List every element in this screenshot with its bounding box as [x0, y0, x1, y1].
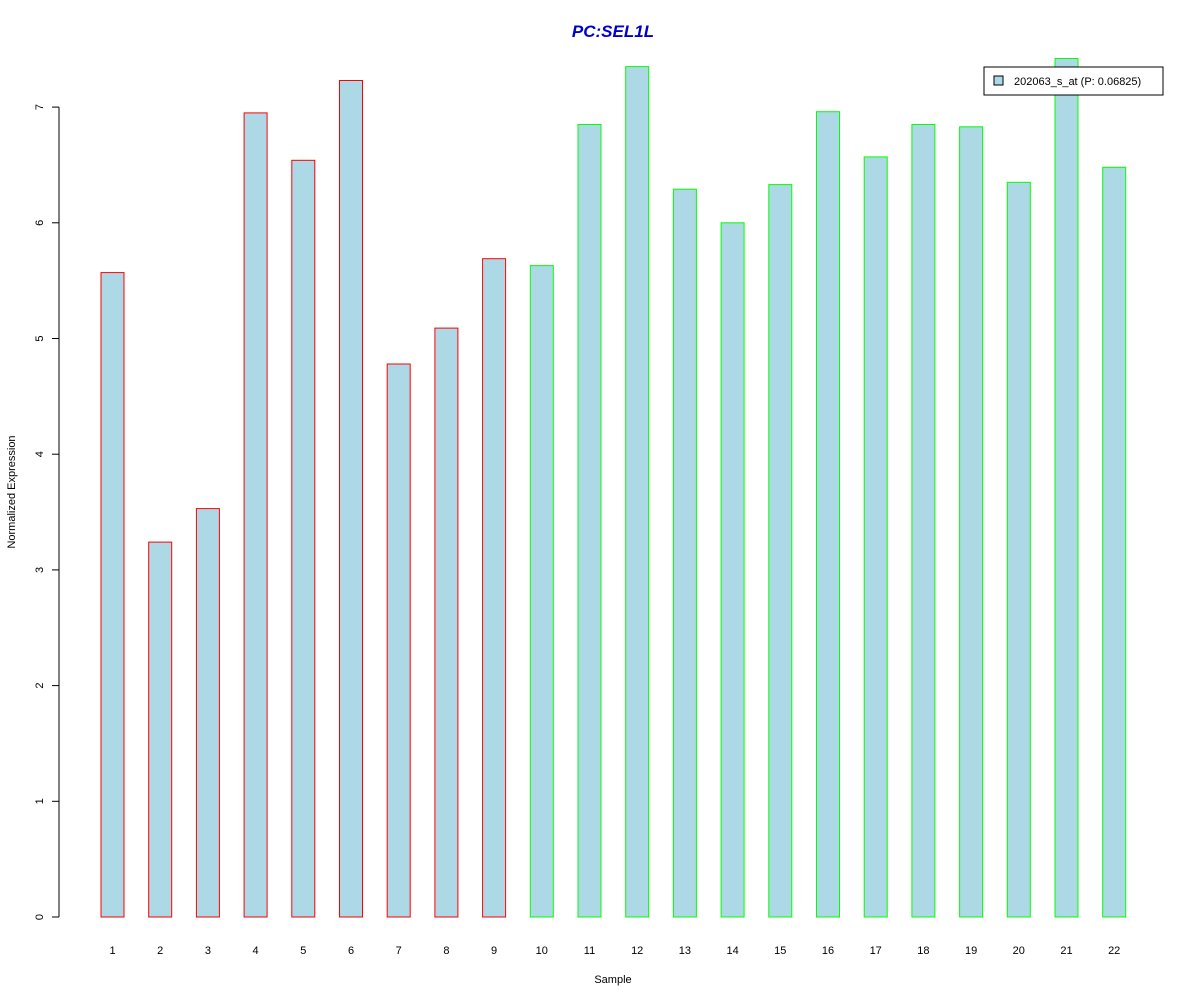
x-tick-label: 11: [584, 945, 595, 957]
bar-sample-6: [339, 80, 363, 918]
x-tick-label: 7: [396, 945, 402, 957]
legend-box: [983, 66, 1164, 96]
bar-sample-10: [529, 265, 554, 918]
x-tick-label: 16: [822, 945, 834, 957]
bar-sample-14: [720, 222, 745, 918]
bar-sample-8: [434, 327, 459, 918]
bar-sample-19: [959, 126, 984, 918]
legend: 202063_s_at (P: 0.06825): [983, 66, 1164, 96]
y-tick-label: 6: [34, 220, 46, 226]
x-tick-label: 1: [109, 945, 115, 957]
x-tick-label: 13: [679, 945, 691, 957]
bar-sample-15: [768, 184, 793, 918]
x-tick-label: 6: [348, 945, 354, 957]
x-tick-label: 17: [870, 945, 882, 957]
bar-sample-12: [625, 66, 650, 918]
y-tick-label: 5: [34, 335, 46, 341]
bar-sample-16: [816, 111, 840, 918]
bar-sample-5: [291, 159, 316, 918]
y-tick-label: 3: [34, 567, 46, 573]
legend-label: 202063_s_at (P: 0.06825): [1014, 76, 1141, 88]
legend-swatch: [993, 75, 1004, 86]
y-tick-label: 0: [34, 914, 46, 920]
bar-sample-4: [243, 112, 268, 918]
bar-sample-17: [863, 156, 888, 918]
bar-sample-3: [195, 508, 220, 918]
x-tick-label: 4: [253, 945, 259, 957]
bars: [100, 58, 1127, 918]
y-tick-label: 1: [34, 798, 46, 804]
bar-sample-11: [577, 124, 602, 918]
bar-sample-7: [386, 363, 411, 918]
y-axis-label: Normalized Expression: [6, 435, 18, 548]
x-tick-label: 18: [917, 945, 929, 957]
x-axis-label: Sample: [594, 974, 631, 986]
y-tick-label: 7: [34, 104, 46, 110]
x-tick-label: 2: [157, 945, 163, 957]
bar-sample-9: [482, 258, 507, 918]
chart-title: PC:SEL1L: [572, 22, 654, 41]
bar-sample-18: [911, 124, 936, 918]
x-axis-tick-labels: 1 2 3 4 5 6 7 8 9 10 11 12 13 14 15 16 17 18 19 20 21 22: [109, 945, 1120, 957]
x-tick-label: 5: [300, 945, 306, 957]
x-tick-label: 22: [1108, 945, 1120, 957]
x-tick-label: 8: [443, 945, 449, 957]
x-tick-label: 12: [631, 945, 643, 957]
x-tick-label: 19: [965, 945, 977, 957]
bar-sample-13: [672, 188, 697, 918]
x-tick-label: 15: [774, 945, 786, 957]
y-tick-label: 4: [34, 451, 46, 457]
y-tick-label: 2: [34, 683, 46, 689]
bar-sample-20: [1006, 181, 1031, 918]
bar-sample-22: [1102, 166, 1127, 918]
bar-sample-21: [1054, 58, 1079, 918]
x-tick-label: 10: [536, 945, 548, 957]
x-tick-label: 3: [205, 945, 211, 957]
bar-sample-1: [100, 272, 125, 918]
x-tick-label: 14: [726, 945, 738, 957]
y-axis: 0 1 2 3 4 5 6 7: [34, 104, 60, 920]
x-tick-label: 21: [1060, 945, 1072, 957]
bar-sample-2: [148, 541, 173, 918]
x-tick-label: 20: [1013, 945, 1025, 957]
x-tick-label: 9: [491, 945, 497, 957]
